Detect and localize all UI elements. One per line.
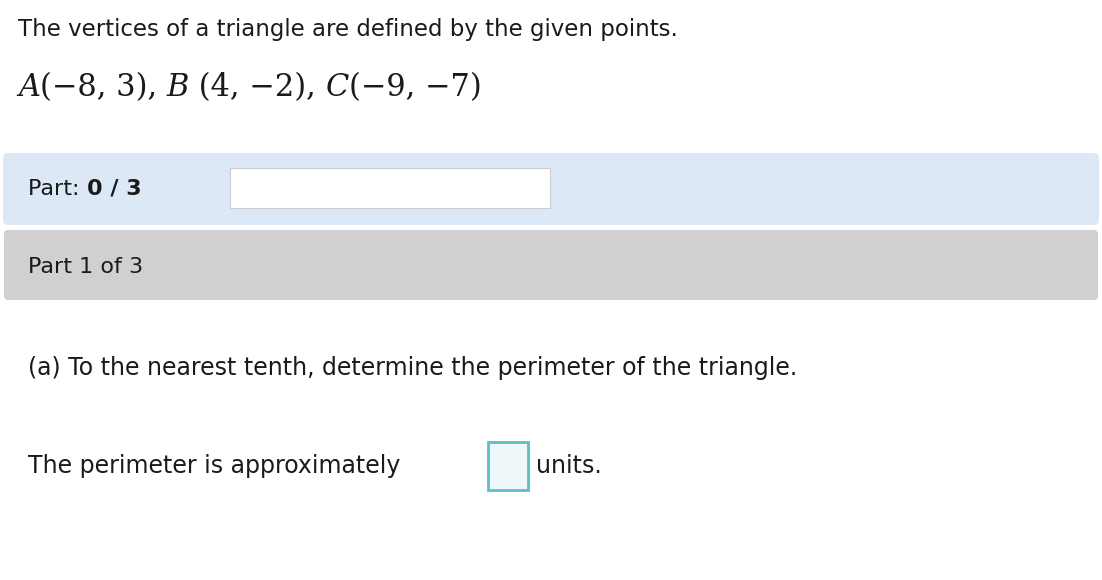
Text: C: C: [326, 72, 349, 103]
Text: The vertices of a triangle are defined by the given points.: The vertices of a triangle are defined b…: [18, 18, 678, 41]
FancyBboxPatch shape: [3, 153, 1099, 225]
Text: Part 1 of 3: Part 1 of 3: [28, 257, 143, 277]
Text: Part:: Part:: [28, 179, 87, 199]
Text: B: B: [166, 72, 190, 103]
Text: The perimeter is approximately: The perimeter is approximately: [28, 454, 400, 478]
Bar: [488, 442, 528, 490]
Text: (−8, 3),: (−8, 3),: [40, 72, 166, 103]
Text: units.: units.: [536, 454, 602, 478]
FancyBboxPatch shape: [4, 230, 1098, 300]
Text: (−9, −7): (−9, −7): [349, 72, 482, 103]
Text: (a) To the nearest tenth, determine the perimeter of the triangle.: (a) To the nearest tenth, determine the …: [28, 356, 797, 380]
Text: 0 / 3: 0 / 3: [87, 179, 141, 199]
Bar: [230, 168, 550, 208]
Text: A: A: [18, 72, 40, 103]
Text: (4, −2),: (4, −2),: [190, 72, 326, 103]
